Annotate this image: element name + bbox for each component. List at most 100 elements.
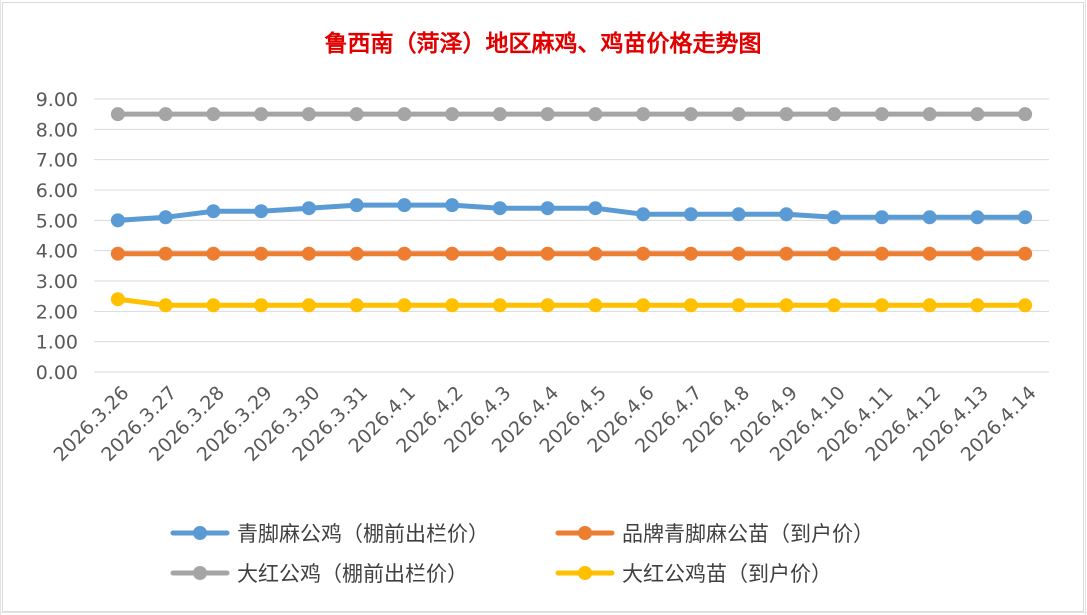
data-point bbox=[492, 298, 507, 313]
data-point bbox=[445, 198, 460, 213]
data-point bbox=[301, 107, 316, 122]
data-point bbox=[731, 107, 746, 122]
data-point bbox=[397, 298, 412, 313]
data-point bbox=[540, 246, 555, 261]
data-point bbox=[301, 298, 316, 313]
y-tick-label: 5.00 bbox=[36, 210, 78, 232]
data-point bbox=[492, 107, 507, 122]
y-tick-label: 2.00 bbox=[36, 301, 78, 323]
data-point bbox=[158, 210, 173, 225]
data-point bbox=[874, 107, 889, 122]
y-axis-ticks: 0.00 1.00 2.00 3.00 4.00 5.00 6.00 7.00 8.00 9.00 bbox=[36, 89, 78, 384]
y-tick-label: 0.00 bbox=[36, 362, 78, 384]
sheet-gridline bbox=[0, 612, 1087, 613]
data-point bbox=[158, 298, 173, 313]
data-point bbox=[540, 107, 555, 122]
data-point bbox=[1018, 298, 1033, 313]
data-point bbox=[779, 107, 794, 122]
data-point bbox=[683, 246, 698, 261]
grid-lines bbox=[94, 98, 1049, 373]
legend-swatch-marker bbox=[193, 566, 207, 580]
data-point bbox=[397, 246, 412, 261]
data-point bbox=[636, 107, 651, 122]
data-point bbox=[636, 246, 651, 261]
series-2 bbox=[110, 107, 1033, 122]
data-point bbox=[970, 210, 985, 225]
data-point bbox=[1018, 107, 1033, 122]
data-point bbox=[158, 107, 173, 122]
data-point bbox=[588, 298, 603, 313]
data-point bbox=[349, 298, 364, 313]
data-point bbox=[731, 298, 746, 313]
data-point bbox=[588, 201, 603, 216]
x-axis-ticks: 2026.3.262026.3.272026.3.282026.3.292026… bbox=[49, 382, 1040, 466]
data-point bbox=[827, 107, 842, 122]
data-point bbox=[254, 204, 269, 219]
data-point bbox=[349, 107, 364, 122]
data-point bbox=[922, 107, 937, 122]
data-point bbox=[110, 213, 125, 228]
data-point bbox=[158, 246, 173, 261]
data-point bbox=[301, 201, 316, 216]
line-chart: 鲁西南（菏泽）地区麻鸡、鸡苗价格走势图 0.00 1.00 2.00 3.00 4.00… bbox=[36, 30, 1049, 586]
data-point bbox=[110, 107, 125, 122]
y-tick-label: 1.00 bbox=[36, 332, 78, 354]
legend-entry: 品牌青脚麻公苗（到户价） bbox=[555, 522, 874, 546]
y-tick-label: 6.00 bbox=[36, 180, 78, 202]
legend-entry: 青脚麻公鸡（棚前出栏价） bbox=[170, 522, 489, 546]
legend-label: 青脚麻公鸡（棚前出栏价） bbox=[237, 522, 489, 546]
data-point bbox=[874, 210, 889, 225]
chart-title: 鲁西南（菏泽）地区麻鸡、鸡苗价格走势图 bbox=[324, 30, 762, 57]
data-point bbox=[1018, 246, 1033, 261]
legend-label: 大红公鸡苗（到户价） bbox=[622, 562, 832, 586]
data-point bbox=[779, 298, 794, 313]
legend-swatch-marker bbox=[193, 526, 207, 540]
y-tick-label: 8.00 bbox=[36, 119, 78, 141]
legend-entry: 大红公鸡（棚前出栏价） bbox=[170, 562, 468, 586]
legend-label: 大红公鸡（棚前出栏价） bbox=[237, 562, 468, 586]
series-3 bbox=[110, 292, 1033, 313]
data-point bbox=[683, 107, 698, 122]
data-point bbox=[636, 207, 651, 222]
series-group bbox=[110, 107, 1033, 313]
sheet-gridline bbox=[0, 0, 1, 615]
y-tick-label: 3.00 bbox=[36, 271, 78, 293]
data-point bbox=[874, 246, 889, 261]
data-point bbox=[397, 107, 412, 122]
y-tick-label: 4.00 bbox=[36, 241, 78, 263]
data-point bbox=[874, 298, 889, 313]
data-point bbox=[731, 207, 746, 222]
data-point bbox=[397, 198, 412, 213]
data-point bbox=[827, 298, 842, 313]
data-point bbox=[206, 107, 221, 122]
legend-entry: 大红公鸡苗（到户价） bbox=[555, 562, 832, 586]
data-point bbox=[636, 298, 651, 313]
data-point bbox=[445, 246, 460, 261]
data-point bbox=[206, 298, 221, 313]
data-point bbox=[254, 298, 269, 313]
series-line bbox=[115, 202, 1028, 223]
data-point bbox=[492, 246, 507, 261]
data-point bbox=[492, 201, 507, 216]
series-0 bbox=[110, 198, 1033, 228]
legend: 青脚麻公鸡（棚前出栏价） 品牌青脚麻公苗（到户价） 大红公鸡（棚前出栏价） 大红公鸡苗… bbox=[170, 522, 874, 586]
data-point bbox=[301, 246, 316, 261]
legend-swatch-marker bbox=[578, 526, 592, 540]
data-point bbox=[445, 107, 460, 122]
series-line bbox=[115, 296, 1028, 308]
data-point bbox=[922, 298, 937, 313]
data-point bbox=[540, 201, 555, 216]
data-point bbox=[540, 298, 555, 313]
data-point bbox=[827, 246, 842, 261]
data-point bbox=[922, 246, 937, 261]
legend-label: 品牌青脚麻公苗（到户价） bbox=[622, 522, 874, 546]
data-point bbox=[683, 207, 698, 222]
data-point bbox=[110, 246, 125, 261]
data-point bbox=[349, 246, 364, 261]
data-point bbox=[588, 246, 603, 261]
data-point bbox=[254, 107, 269, 122]
data-point bbox=[827, 210, 842, 225]
data-point bbox=[110, 292, 125, 307]
